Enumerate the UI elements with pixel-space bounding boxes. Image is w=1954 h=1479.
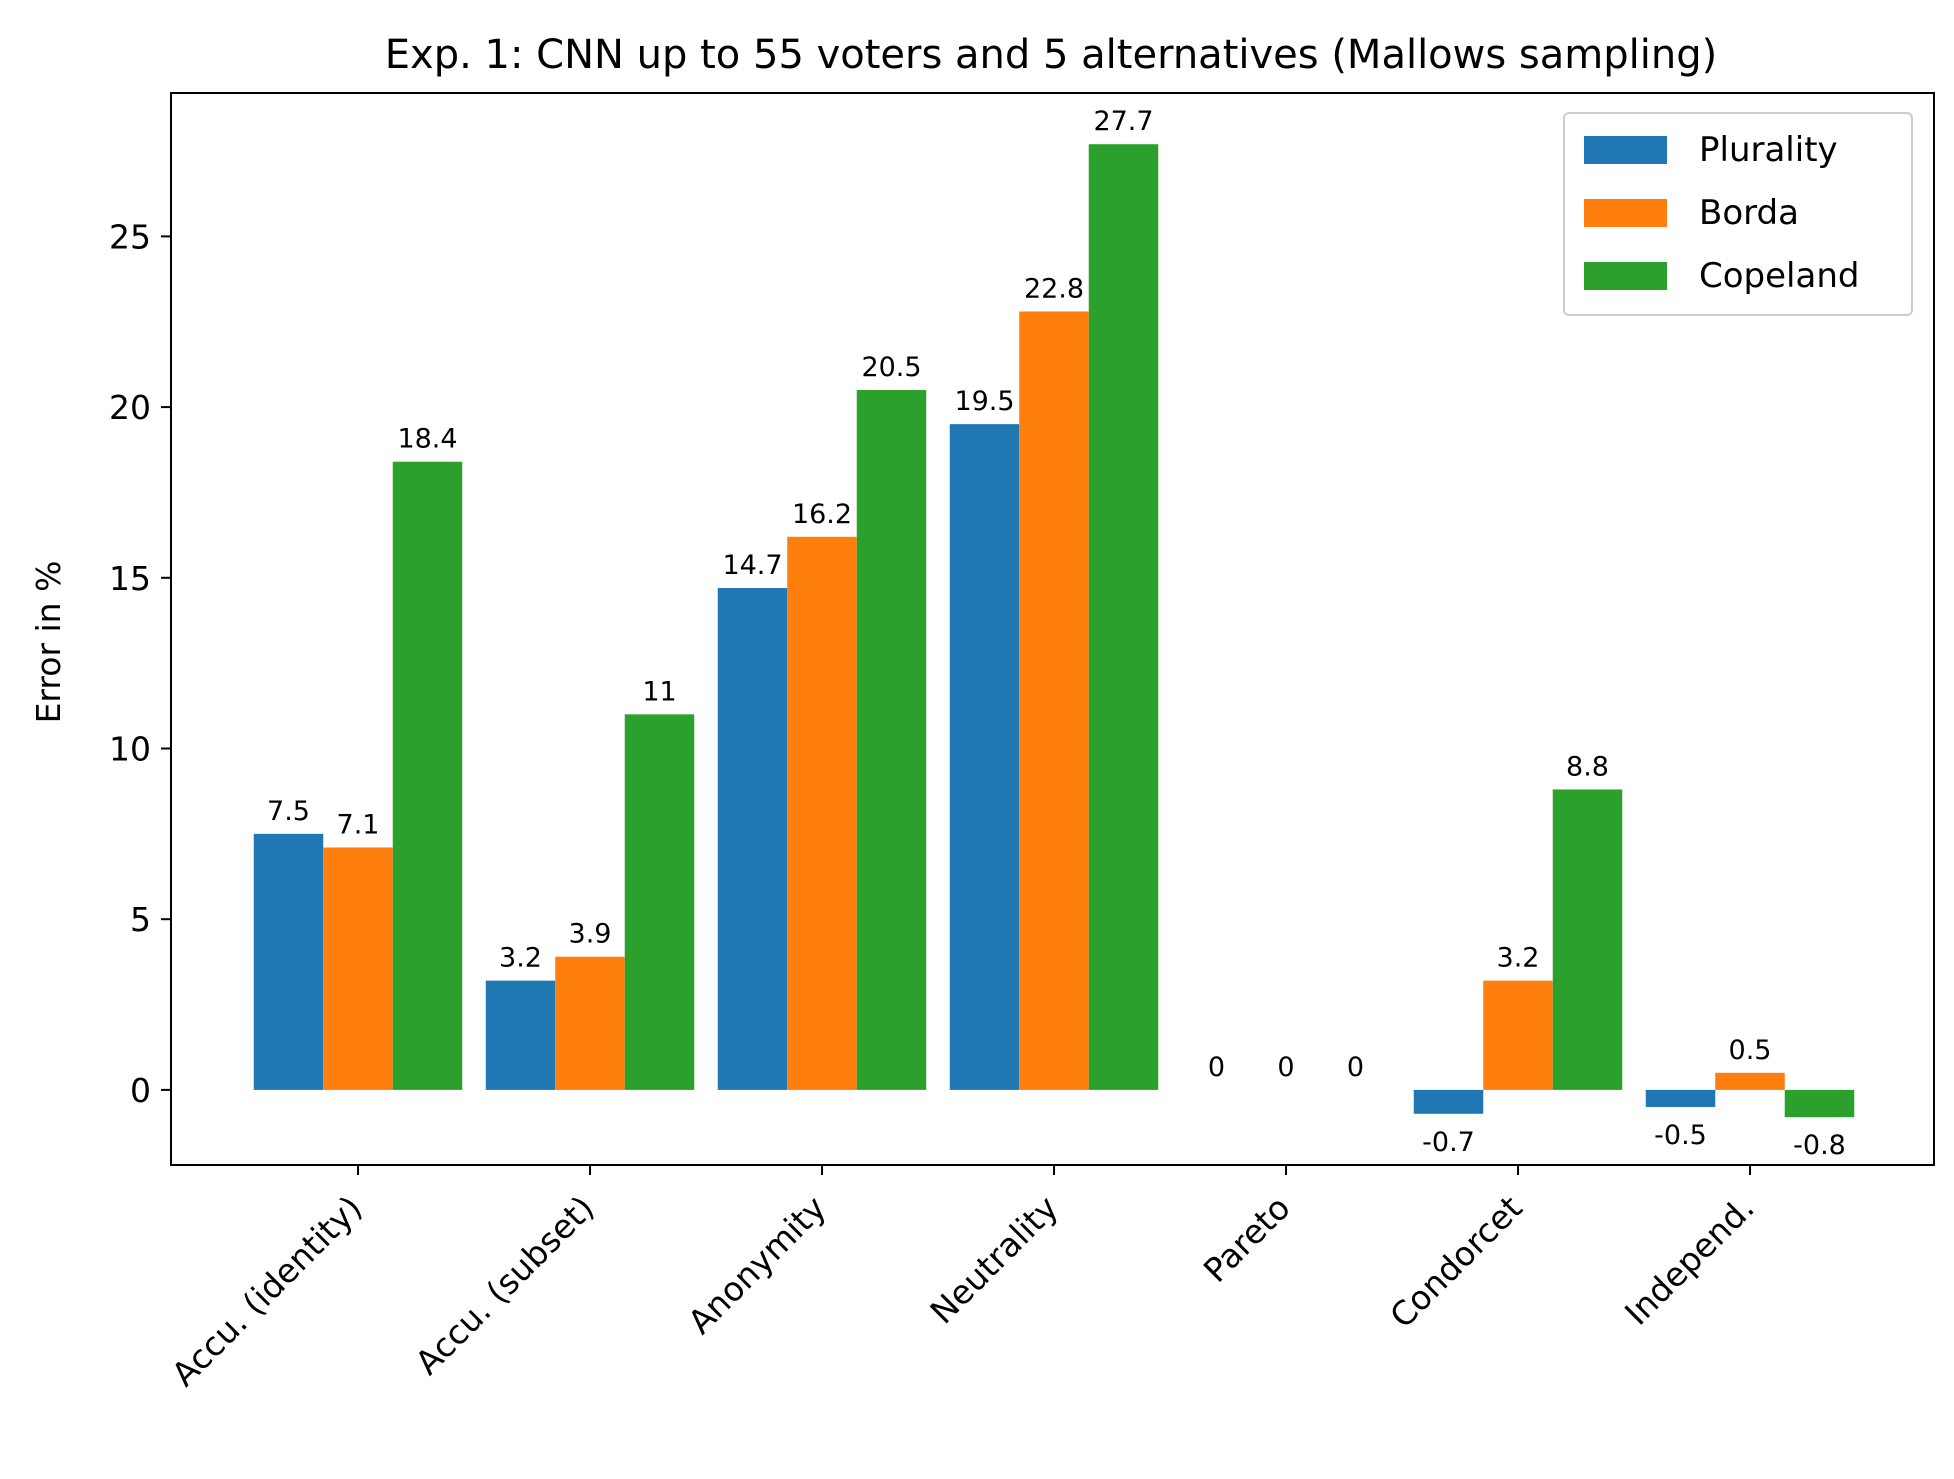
y-tick-label: 25 xyxy=(109,217,151,256)
bar-plurality-anonymity xyxy=(717,588,788,1090)
bar-copeland-neutrality xyxy=(1088,144,1159,1090)
bar-plurality-neutrality xyxy=(949,424,1020,1090)
bar-borda-anonymity xyxy=(787,536,857,1090)
bar-copeland-condorcet xyxy=(1552,789,1623,1090)
value-label-plurality-accu-subset: 3.2 xyxy=(499,943,542,974)
value-labels-layer: 7.5 7.1 18.4 3.2 3.9 11 14.7 16.2 20.5 19.5 22.8 27… xyxy=(267,106,1846,1161)
bar-borda-condorcet xyxy=(1483,980,1553,1090)
bar-borda-neutrality xyxy=(1019,311,1089,1090)
value-label-borda-pareto: 0 xyxy=(1277,1052,1294,1083)
value-label-copeland-pareto: 0 xyxy=(1347,1052,1364,1083)
value-label-plurality-accu-identity: 7.5 xyxy=(267,796,310,827)
value-label-borda-accu-identity: 7.1 xyxy=(337,809,380,840)
value-label-copeland-neutrality: 27.7 xyxy=(1093,106,1153,137)
y-axis-label: Error in % xyxy=(29,561,68,724)
y-tick-label: 5 xyxy=(130,900,151,939)
bars-layer xyxy=(253,144,1855,1118)
y-tick-label: 0 xyxy=(130,1071,151,1110)
bar-borda-independ xyxy=(1715,1072,1785,1090)
value-label-borda-neutrality: 22.8 xyxy=(1024,273,1084,304)
bar-plurality-condorcet xyxy=(1413,1089,1484,1114)
value-label-copeland-accu-identity: 18.4 xyxy=(397,424,457,455)
y-tick-label: 15 xyxy=(109,559,151,598)
value-label-copeland-accu-subset: 11 xyxy=(642,676,676,707)
y-tick-label: 10 xyxy=(109,729,151,768)
value-label-plurality-neutrality: 19.5 xyxy=(954,386,1014,417)
value-label-plurality-independ: -0.5 xyxy=(1654,1120,1707,1151)
bar-copeland-independ xyxy=(1784,1089,1855,1118)
bar-plurality-independ xyxy=(1645,1089,1716,1107)
bar-copeland-accu-subset xyxy=(624,714,695,1090)
legend: Plurality Borda Copeland xyxy=(1563,112,1913,316)
chart-title: Exp. 1: CNN up to 55 voters and 5 altern… xyxy=(385,32,1717,78)
legend-label-copeland: Copeland xyxy=(1699,256,1859,296)
value-label-plurality-pareto: 0 xyxy=(1208,1052,1225,1083)
value-label-copeland-condorcet: 8.8 xyxy=(1566,751,1609,782)
bar-plurality-accu-identity xyxy=(253,833,324,1090)
value-label-copeland-independ: -0.8 xyxy=(1793,1130,1846,1161)
value-label-borda-independ: 0.5 xyxy=(1729,1035,1772,1066)
value-label-plurality-anonymity: 14.7 xyxy=(722,550,782,581)
bar-copeland-anonymity xyxy=(856,390,927,1090)
bar-plurality-accu-subset xyxy=(485,980,556,1090)
legend-label-plurality: Plurality xyxy=(1699,130,1838,170)
legend-swatch-borda xyxy=(1584,199,1667,227)
legend-label-borda: Borda xyxy=(1699,193,1799,233)
bar-copeland-accu-identity xyxy=(392,461,463,1090)
value-label-borda-accu-subset: 3.9 xyxy=(569,919,612,950)
y-tick-label: 20 xyxy=(109,388,151,427)
legend-swatch-plurality xyxy=(1584,136,1667,164)
value-label-copeland-anonymity: 20.5 xyxy=(861,352,921,383)
legend-swatch-copeland xyxy=(1584,262,1667,290)
bar-borda-accu-identity xyxy=(323,847,393,1090)
value-label-borda-anonymity: 16.2 xyxy=(792,499,852,530)
plot-frame xyxy=(170,92,1935,1166)
value-label-plurality-condorcet: -0.7 xyxy=(1422,1127,1475,1158)
bar-borda-accu-subset xyxy=(555,956,625,1090)
value-label-borda-condorcet: 3.2 xyxy=(1497,943,1540,974)
